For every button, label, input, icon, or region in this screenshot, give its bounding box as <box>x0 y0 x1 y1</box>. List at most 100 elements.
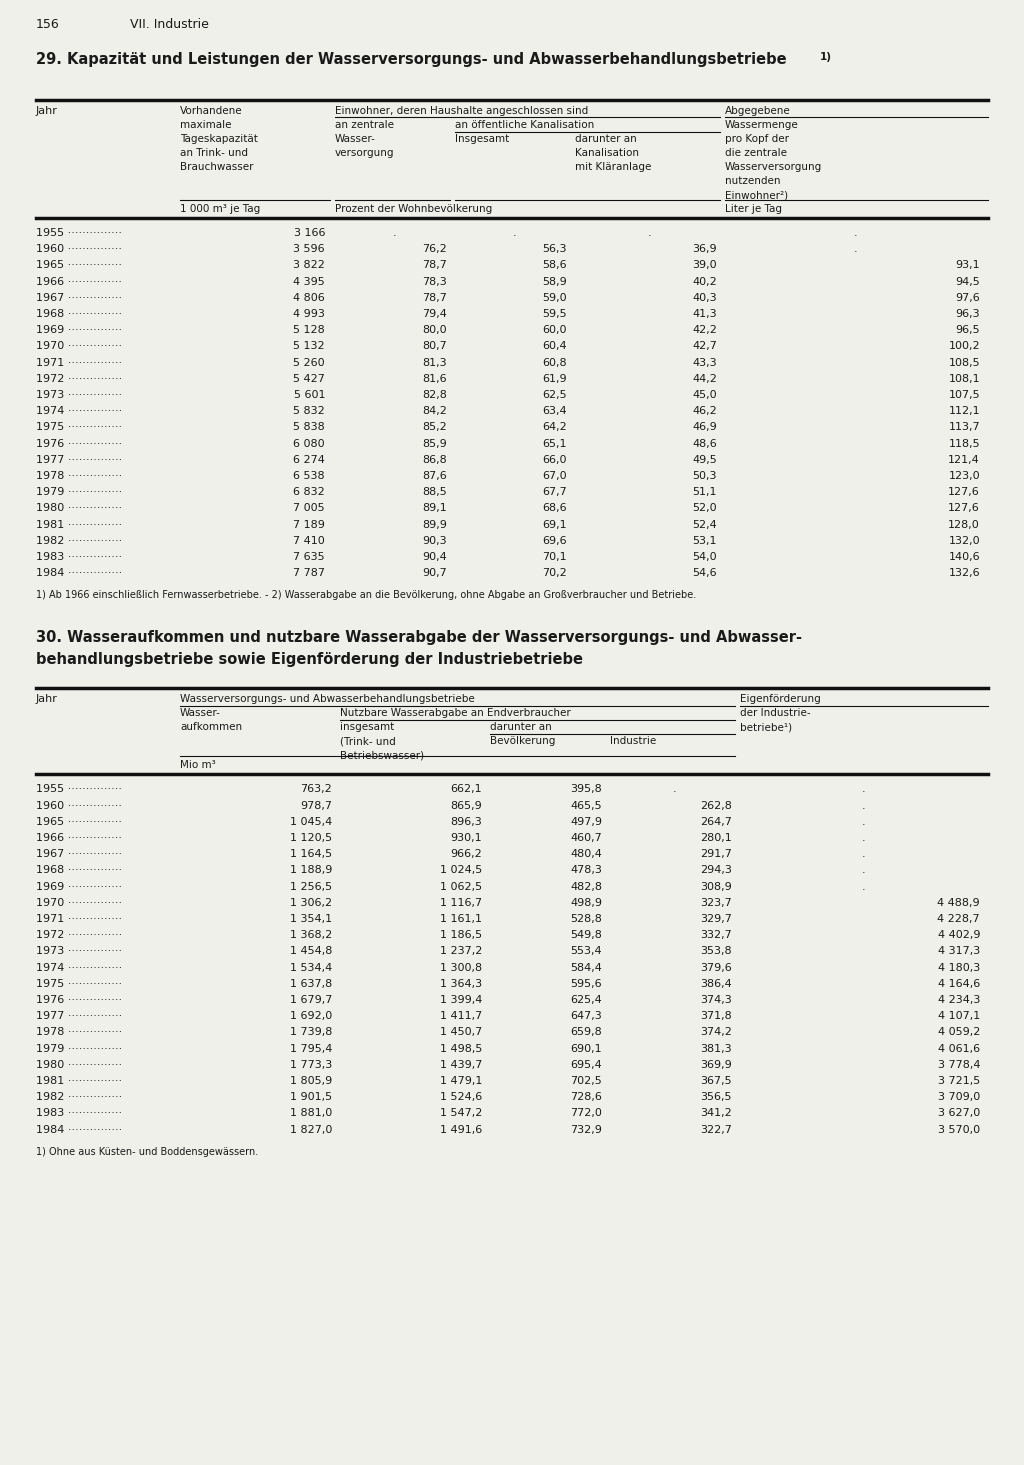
Text: 1 479,1: 1 479,1 <box>439 1075 482 1086</box>
Text: 1 450,7: 1 450,7 <box>439 1027 482 1037</box>
Text: 5 601: 5 601 <box>294 390 325 400</box>
Text: 966,2: 966,2 <box>451 850 482 858</box>
Text: 132,6: 132,6 <box>948 568 980 579</box>
Text: 1 679,7: 1 679,7 <box>290 995 332 1005</box>
Text: 1973 ···············: 1973 ··············· <box>36 946 122 957</box>
Text: 90,4: 90,4 <box>422 552 447 563</box>
Text: 56,3: 56,3 <box>543 245 567 255</box>
Text: 1) Ab 1966 einschließlich Fernwasserbetriebe. - 2) Wasserabgabe an die Bevölkeru: 1) Ab 1966 einschließlich Fernwasserbetr… <box>36 590 696 601</box>
Text: Einwohner, deren Haushalte angeschlossen sind: Einwohner, deren Haushalte angeschlossen… <box>335 105 588 116</box>
Text: 97,6: 97,6 <box>955 293 980 303</box>
Text: 386,4: 386,4 <box>700 979 732 989</box>
Text: 1 805,9: 1 805,9 <box>290 1075 332 1086</box>
Text: 90,3: 90,3 <box>422 536 447 546</box>
Text: 625,4: 625,4 <box>570 995 602 1005</box>
Text: 1981 ···············: 1981 ··············· <box>36 520 122 530</box>
Text: 1 062,5: 1 062,5 <box>440 882 482 892</box>
Text: 772,0: 772,0 <box>570 1109 602 1118</box>
Text: 1 773,3: 1 773,3 <box>290 1059 332 1069</box>
Text: 1 188,9: 1 188,9 <box>290 866 332 876</box>
Text: 132,0: 132,0 <box>948 536 980 546</box>
Text: 1 491,6: 1 491,6 <box>439 1125 482 1134</box>
Text: an Trink- und: an Trink- und <box>180 148 248 158</box>
Text: 1 411,7: 1 411,7 <box>439 1011 482 1021</box>
Text: 96,3: 96,3 <box>955 309 980 319</box>
Text: 54,0: 54,0 <box>692 552 717 563</box>
Text: 280,1: 280,1 <box>700 834 732 842</box>
Text: 3 721,5: 3 721,5 <box>938 1075 980 1086</box>
Text: 1967 ···············: 1967 ··············· <box>36 850 122 858</box>
Text: 1): 1) <box>820 51 831 62</box>
Text: 662,1: 662,1 <box>451 784 482 794</box>
Text: an öffentliche Kanalisation: an öffentliche Kanalisation <box>455 120 594 130</box>
Text: 1967 ···············: 1967 ··············· <box>36 293 122 303</box>
Text: 67,0: 67,0 <box>543 472 567 481</box>
Text: insgesamt: insgesamt <box>340 722 394 732</box>
Text: 64,2: 64,2 <box>543 422 567 432</box>
Text: .: . <box>862 800 866 810</box>
Text: 42,7: 42,7 <box>692 341 717 352</box>
Text: 5 132: 5 132 <box>293 341 325 352</box>
Text: 1975 ···············: 1975 ··············· <box>36 979 122 989</box>
Text: 63,4: 63,4 <box>543 406 567 416</box>
Text: 4 395: 4 395 <box>293 277 325 287</box>
Text: 42,2: 42,2 <box>692 325 717 335</box>
Text: 702,5: 702,5 <box>570 1075 602 1086</box>
Text: Wasserversorgungs- und Abwasserbehandlungsbetriebe: Wasserversorgungs- und Abwasserbehandlun… <box>180 694 475 705</box>
Text: nutzenden: nutzenden <box>725 176 780 186</box>
Text: 6 538: 6 538 <box>293 472 325 481</box>
Text: 53,1: 53,1 <box>692 536 717 546</box>
Text: 46,2: 46,2 <box>692 406 717 416</box>
Text: 80,7: 80,7 <box>422 341 447 352</box>
Text: 29. Kapazität und Leistungen der Wasserversorgungs- und Abwasserbehandlungsbetri: 29. Kapazität und Leistungen der Wasserv… <box>36 51 786 67</box>
Text: 140,6: 140,6 <box>948 552 980 563</box>
Text: 465,5: 465,5 <box>570 800 602 810</box>
Text: 1979 ···············: 1979 ··············· <box>36 1043 122 1053</box>
Text: 60,8: 60,8 <box>543 357 567 368</box>
Text: (Trink- und: (Trink- und <box>340 737 395 746</box>
Text: 36,9: 36,9 <box>692 245 717 255</box>
Text: 3 627,0: 3 627,0 <box>938 1109 980 1118</box>
Text: 1982 ···············: 1982 ··············· <box>36 1093 122 1102</box>
Text: .: . <box>673 784 677 794</box>
Text: .: . <box>862 834 866 842</box>
Text: .: . <box>513 229 517 237</box>
Text: 68,6: 68,6 <box>543 504 567 513</box>
Text: 4 061,6: 4 061,6 <box>938 1043 980 1053</box>
Text: 54,6: 54,6 <box>692 568 717 579</box>
Text: Industrie: Industrie <box>610 737 656 746</box>
Text: .: . <box>648 229 652 237</box>
Text: 353,8: 353,8 <box>700 946 732 957</box>
Text: 112,1: 112,1 <box>948 406 980 416</box>
Text: 45,0: 45,0 <box>692 390 717 400</box>
Text: 695,4: 695,4 <box>570 1059 602 1069</box>
Text: 52,4: 52,4 <box>692 520 717 530</box>
Text: 1965 ···············: 1965 ··············· <box>36 261 122 271</box>
Text: 1978 ···············: 1978 ··············· <box>36 1027 122 1037</box>
Text: 1 116,7: 1 116,7 <box>440 898 482 908</box>
Text: Jahr: Jahr <box>36 105 58 116</box>
Text: darunter an: darunter an <box>575 133 637 144</box>
Text: 66,0: 66,0 <box>543 454 567 464</box>
Text: .: . <box>862 817 866 826</box>
Text: 3 596: 3 596 <box>293 245 325 255</box>
Text: 30. Wasseraufkommen und nutzbare Wasserabgabe der Wasserversorgungs- und Abwasse: 30. Wasseraufkommen und nutzbare Wassera… <box>36 630 802 646</box>
Text: 1 237,2: 1 237,2 <box>439 946 482 957</box>
Text: 4 806: 4 806 <box>293 293 325 303</box>
Text: 1 120,5: 1 120,5 <box>290 834 332 842</box>
Text: Brauchwasser: Brauchwasser <box>180 163 254 171</box>
Text: 865,9: 865,9 <box>451 800 482 810</box>
Text: Jahr: Jahr <box>36 694 58 705</box>
Text: 1969 ···············: 1969 ··············· <box>36 325 122 335</box>
Text: an zentrale: an zentrale <box>335 120 394 130</box>
Text: Mio m³: Mio m³ <box>180 760 216 771</box>
Text: 78,3: 78,3 <box>422 277 447 287</box>
Text: Insgesamt: Insgesamt <box>455 133 509 144</box>
Text: 5 427: 5 427 <box>293 374 325 384</box>
Text: 1 901,5: 1 901,5 <box>290 1093 332 1102</box>
Text: 60,4: 60,4 <box>543 341 567 352</box>
Text: 1 439,7: 1 439,7 <box>439 1059 482 1069</box>
Text: 1 306,2: 1 306,2 <box>290 898 332 908</box>
Text: 1 795,4: 1 795,4 <box>290 1043 332 1053</box>
Text: 118,5: 118,5 <box>948 438 980 448</box>
